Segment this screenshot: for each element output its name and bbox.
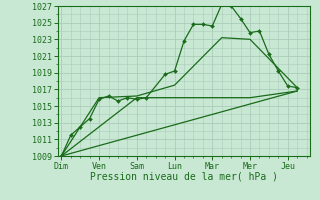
- X-axis label: Pression niveau de la mer( hPa ): Pression niveau de la mer( hPa ): [90, 172, 278, 182]
